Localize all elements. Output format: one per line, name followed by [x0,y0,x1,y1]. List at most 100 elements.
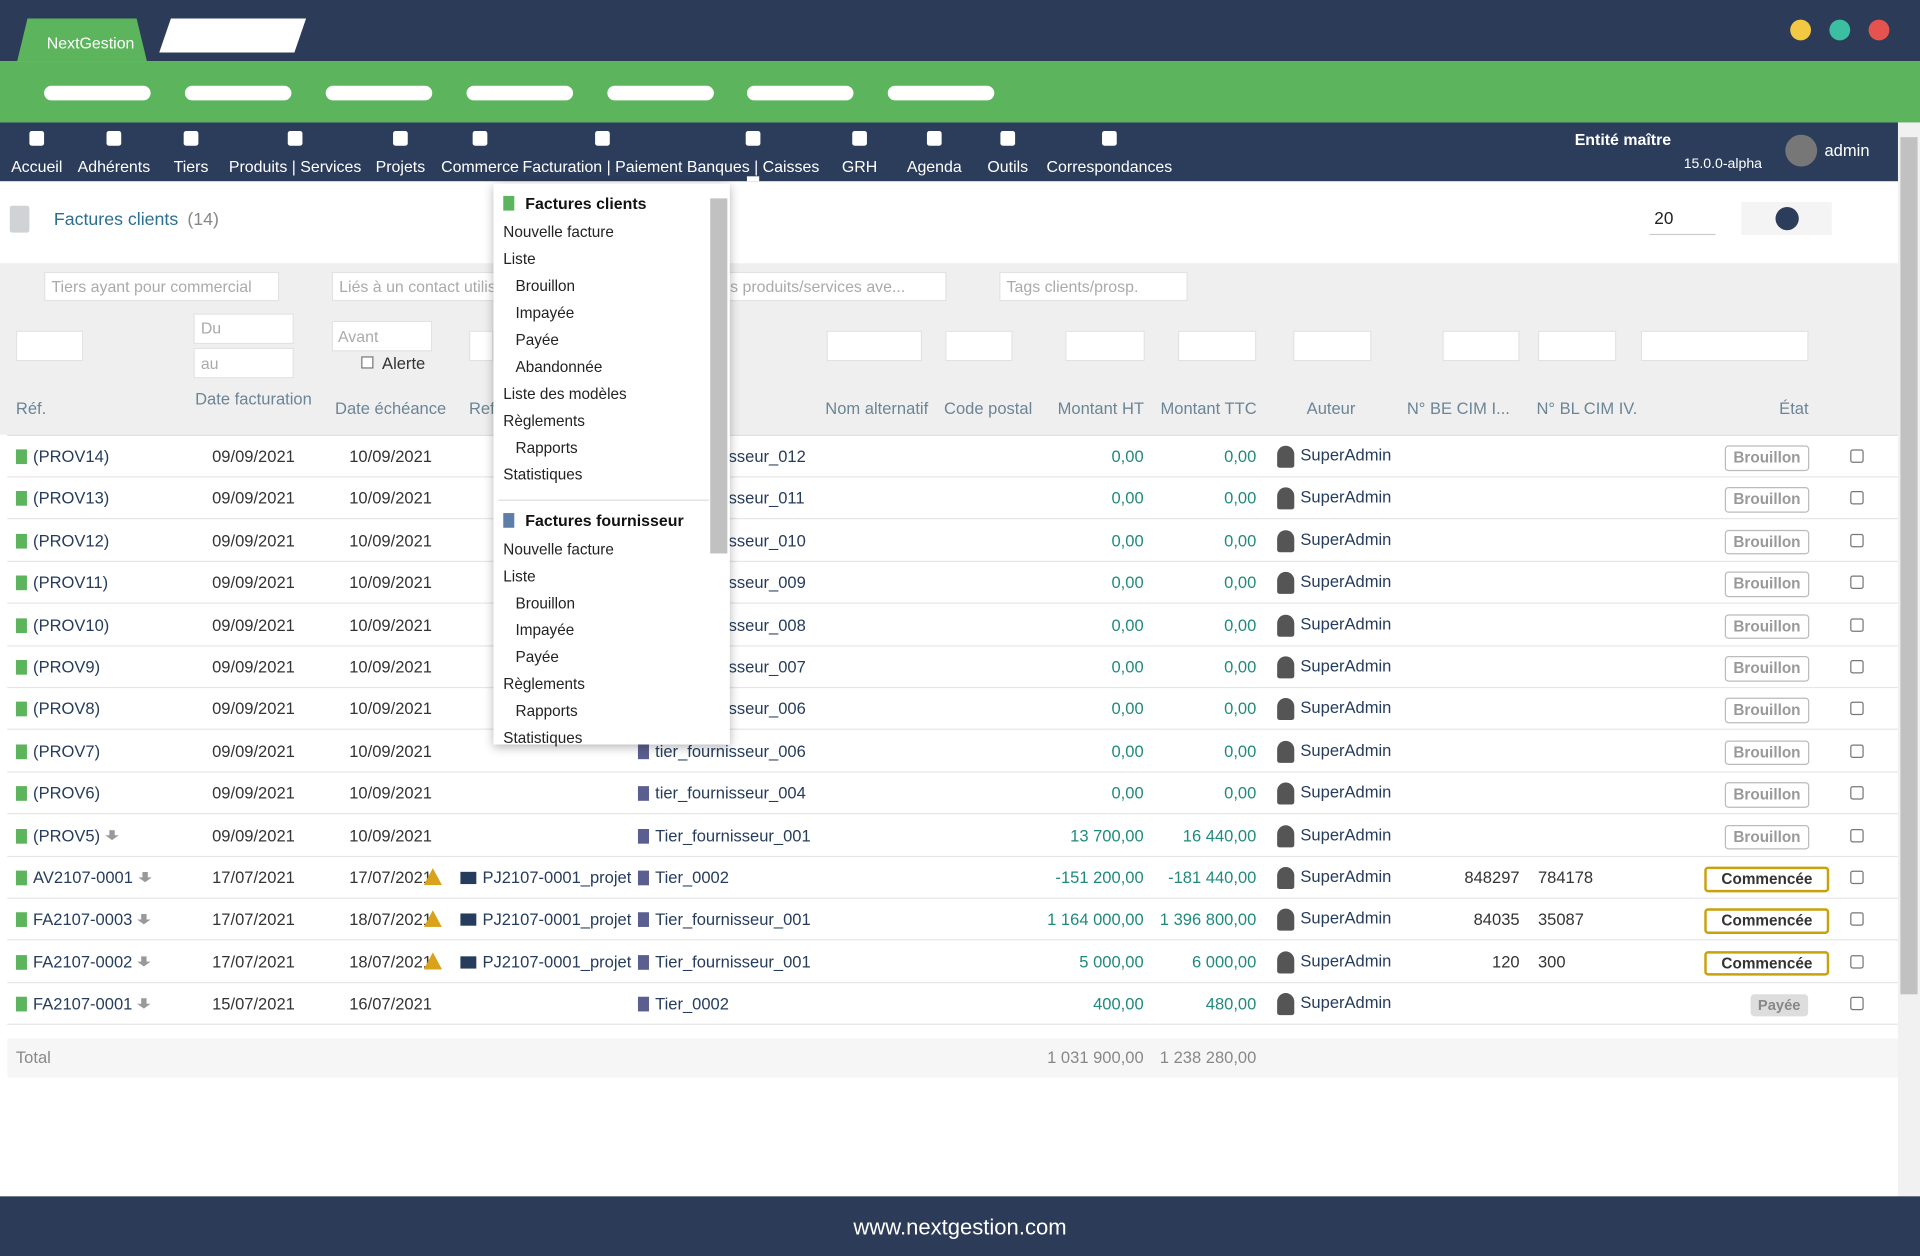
download-icon[interactable] [138,872,151,884]
column-header[interactable]: Auteur [1307,401,1356,418]
column-header[interactable]: Réf. [16,401,46,418]
author[interactable]: SuperAdmin [1300,826,1391,843]
nav-item[interactable]: Agenda [907,159,962,175]
filter-input[interactable] [1065,331,1145,362]
nav-item[interactable]: Facturation | Paiement [523,159,683,175]
menu-subitem[interactable]: Rapports [516,441,578,456]
toolbar-pill[interactable] [326,86,433,101]
row-checkbox[interactable] [1850,618,1863,631]
user-menu[interactable]: admin [1824,142,1869,159]
row-checkbox[interactable] [1850,786,1863,799]
invoice-ref[interactable]: (PROV10) [33,617,109,634]
row-checkbox[interactable] [1850,744,1863,757]
author[interactable]: SuperAdmin [1300,616,1391,633]
nav-icon[interactable] [184,131,199,146]
row-checkbox[interactable] [1850,871,1863,884]
column-header[interactable]: Date échéance [335,401,446,418]
author[interactable]: SuperAdmin [1300,531,1391,548]
nav-item[interactable]: Commerce [441,159,519,175]
column-header[interactable]: Montant HT [1058,401,1144,418]
row-checkbox[interactable] [1850,660,1863,673]
nav-item[interactable]: Projets [376,159,426,175]
invoice-ref[interactable]: (PROV14) [33,448,109,465]
column-header[interactable]: Nom alternatif [825,401,928,418]
author[interactable]: SuperAdmin [1300,658,1391,675]
nav-item[interactable]: GRH [842,159,877,175]
thirdparty[interactable]: tier_fournisseur_004 [655,785,806,802]
nav-item[interactable]: Tiers [174,159,209,175]
thirdparty[interactable]: Tier_0002 [655,870,729,887]
invoice-ref[interactable]: (PROV8) [33,701,100,718]
menu-item[interactable]: Nouvelle facture [503,542,614,557]
nav-item[interactable]: Accueil [11,159,62,175]
filter-input[interactable] [827,331,923,362]
author[interactable]: SuperAdmin [1300,742,1391,759]
toolbar-pill[interactable] [888,86,995,101]
toolbar-pill[interactable] [467,86,574,101]
window-button[interactable] [1790,20,1811,41]
tab-title[interactable]: NextGestion [47,35,135,51]
menu-scroll-thumb[interactable] [710,198,727,553]
column-header[interactable]: N° BE CIM I... [1407,401,1510,418]
author[interactable]: SuperAdmin [1300,700,1391,717]
nav-icon[interactable] [852,131,867,146]
window-button[interactable] [1869,20,1890,41]
filter-placeholder[interactable]: Liés à un contact utilis [339,279,496,295]
project[interactable]: PJ2107-0001_projet [482,954,631,971]
invoice-ref[interactable]: FA2107-0002 [33,954,132,971]
row-checkbox[interactable] [1850,955,1863,968]
menu-subitem[interactable]: Payée [516,650,559,665]
toolbar-pill[interactable] [607,86,714,101]
toolbar-pill[interactable] [44,86,151,101]
thirdparty[interactable]: Tier_fournisseur_001 [655,912,811,929]
author[interactable]: SuperAdmin [1300,868,1391,885]
column-header[interactable]: N° BL CIM IV. [1536,401,1637,418]
nav-icon[interactable] [595,131,610,146]
invoice-ref[interactable]: (PROV5) [33,828,100,845]
thirdparty[interactable]: Tier_fournisseur_001 [655,828,811,845]
nav-icon[interactable] [29,131,44,146]
invoice-ref[interactable]: FA2107-0003 [33,912,132,929]
filter-placeholder[interactable]: Tags clients/prosp. [1007,279,1139,295]
project[interactable]: PJ2107-0001_projet [482,870,631,887]
checkbox[interactable] [361,356,373,368]
author[interactable]: SuperAdmin [1300,574,1391,591]
menu-item[interactable]: Règlements [503,414,585,429]
menu-subitem[interactable]: Payée [516,333,559,348]
download-icon[interactable] [105,830,118,842]
entity-select[interactable]: Entité maître [1575,132,1671,148]
menu-subitem[interactable]: Rapports [516,704,578,719]
author[interactable]: SuperAdmin [1300,953,1391,970]
menu-item[interactable]: Nouvelle facture [503,225,614,240]
row-checkbox[interactable] [1850,913,1863,926]
nav-icon[interactable] [473,131,488,146]
author[interactable]: SuperAdmin [1300,447,1391,464]
invoice-ref[interactable]: (PROV11) [33,575,108,592]
filter-input[interactable] [16,331,83,362]
nav-item[interactable]: Adhérents [78,159,151,175]
invoice-ref[interactable]: (PROV9) [33,659,100,676]
filter-input[interactable] [1293,331,1371,362]
download-icon[interactable] [137,998,150,1010]
invoice-ref[interactable]: (PROV12) [33,533,109,550]
filter-input[interactable] [1641,331,1809,362]
menu-subitem[interactable]: Impayée [516,623,575,638]
menu-subitem[interactable]: Brouillon [516,596,576,611]
project[interactable]: PJ2107-0001_projet [482,912,631,929]
nav-item[interactable]: Correspondances [1047,159,1173,175]
download-icon[interactable] [137,914,150,926]
nav-icon[interactable] [1102,131,1117,146]
menu-item[interactable]: Liste des modèles [503,387,626,402]
invoice-ref[interactable]: FA2107-0001 [33,996,132,1013]
column-header[interactable]: État [1779,401,1808,418]
invoice-ref[interactable]: AV2107-0001 [33,870,133,887]
thirdparty[interactable]: tier_fournisseur_006 [655,743,806,760]
toolbar-pill[interactable] [747,86,854,101]
avatar[interactable] [1785,135,1817,167]
menu-item[interactable]: Liste [503,252,535,267]
row-checkbox[interactable] [1850,449,1863,462]
column-header[interactable]: Code postal [944,401,1032,418]
menu-subitem[interactable]: Brouillon [516,279,576,294]
author[interactable]: SuperAdmin [1300,784,1391,801]
row-checkbox[interactable] [1850,828,1863,841]
